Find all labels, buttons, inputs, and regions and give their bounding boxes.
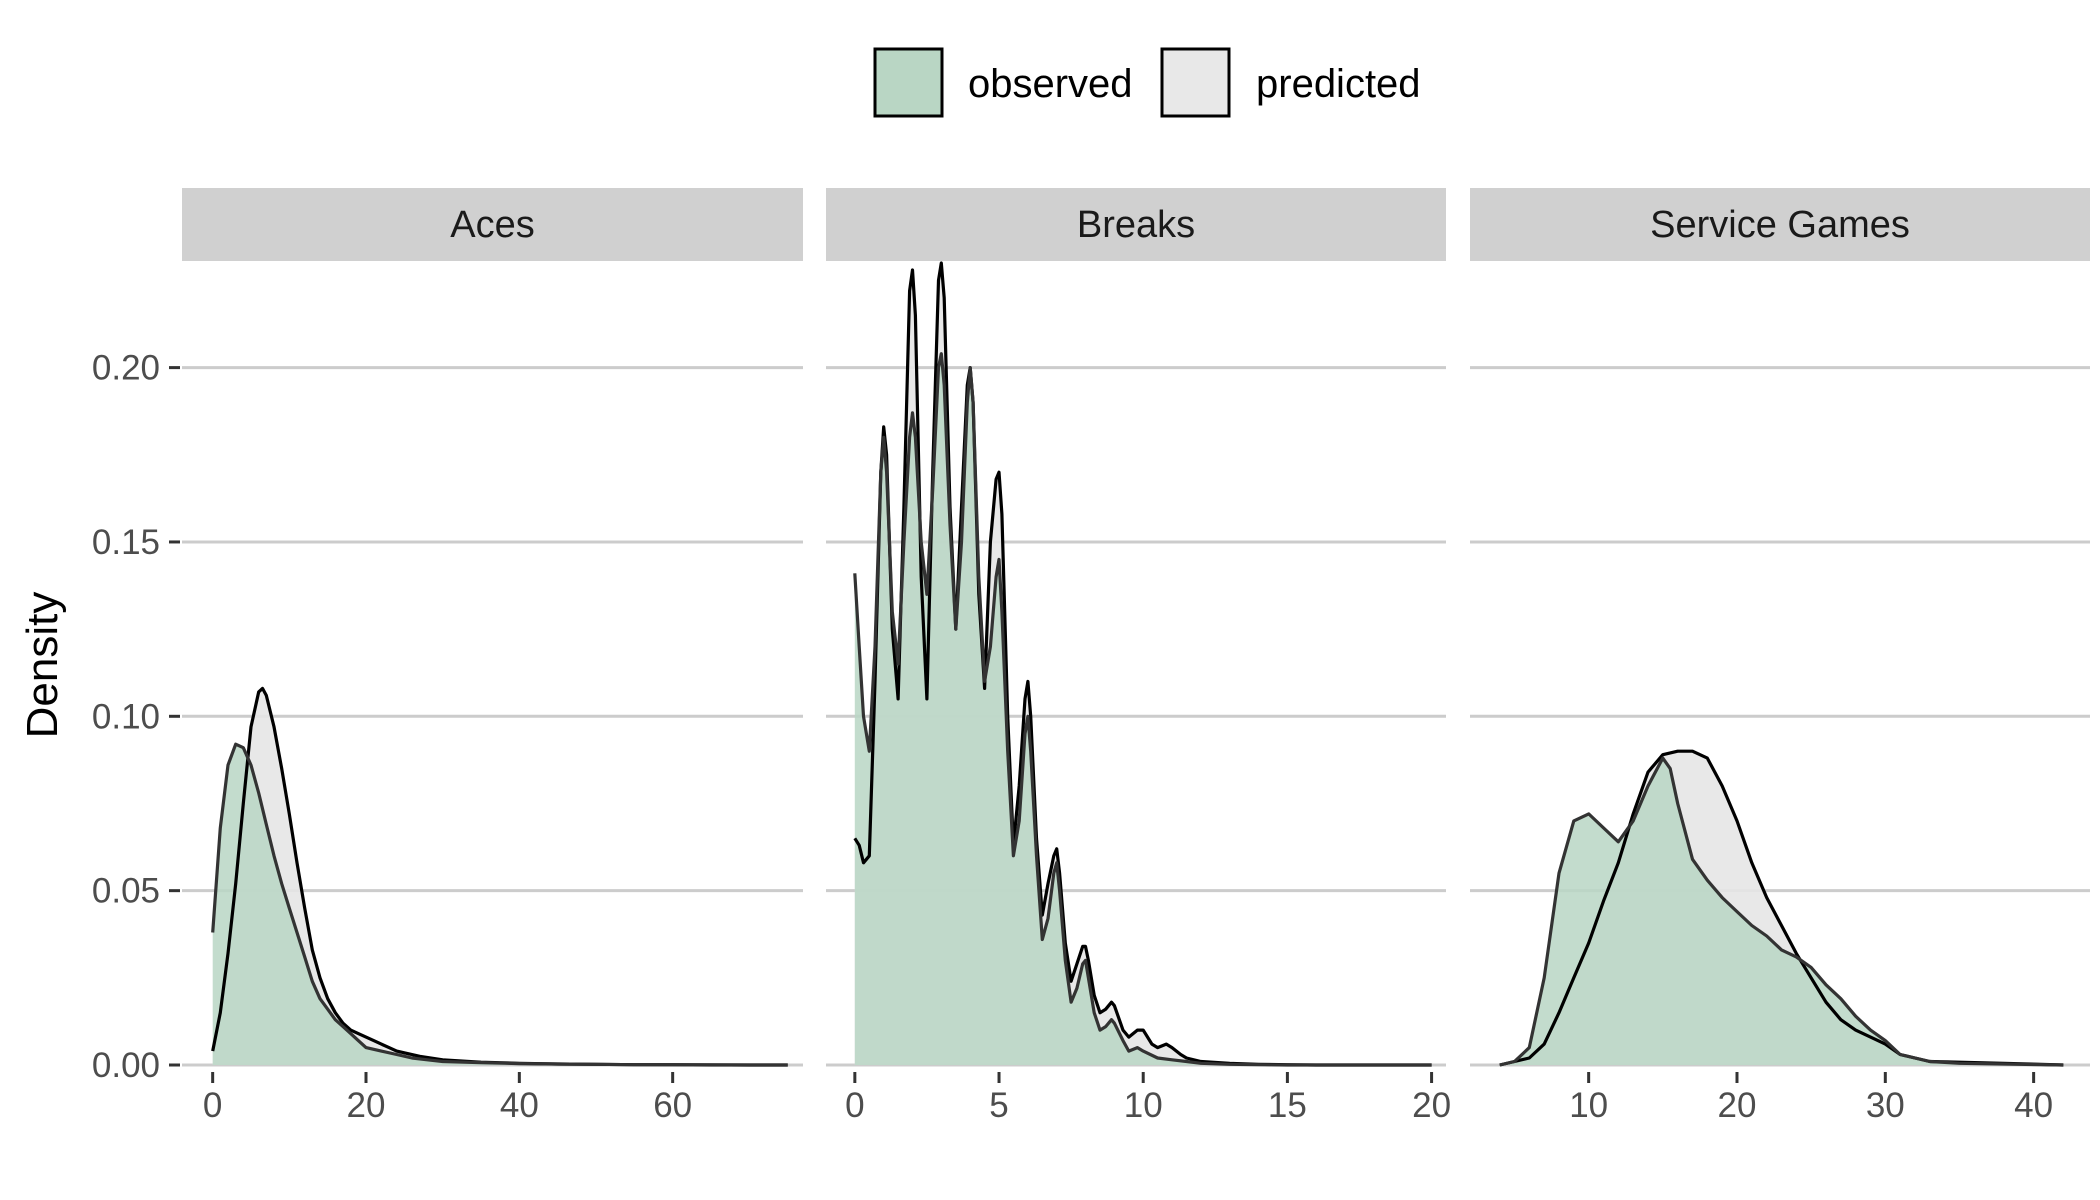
legend-key-predicted — [1160, 47, 1231, 118]
facet-strip-label: Service Games — [1650, 204, 1910, 246]
y-axis-title: Density — [18, 592, 67, 739]
density-area-observed — [212, 744, 788, 1065]
facet-strip — [182, 188, 803, 261]
x-tick-label: 60 — [653, 1086, 692, 1125]
density-area-observed — [854, 353, 1432, 1065]
facet-strip-label: Aces — [450, 204, 534, 246]
x-tick-label: 10 — [1124, 1086, 1163, 1125]
x-tick-label: 40 — [500, 1086, 539, 1125]
x-tick-label: 20 — [347, 1086, 386, 1125]
y-tick-label: 0.20 — [92, 349, 160, 388]
facet-strip — [826, 188, 1446, 261]
x-tick-label: 5 — [989, 1086, 1008, 1125]
x-tick-label: 15 — [1268, 1086, 1307, 1125]
y-tick-label: 0.10 — [92, 697, 160, 736]
legend-label-observed: observed — [968, 62, 1133, 106]
legend-label-predicted: predicted — [1256, 62, 1421, 106]
panel-aces: Aces 0 20 40 60 — [182, 188, 803, 1125]
panel-breaks: Breaks 0 5 10 15 20 — [826, 188, 1451, 1125]
density-area-observed — [1499, 758, 2064, 1065]
density-line-observed — [211, 742, 788, 1067]
density-line-observed — [853, 352, 1432, 1067]
x-tick-label: 0 — [845, 1086, 864, 1125]
y-tick-label: 0.05 — [92, 872, 160, 911]
x-tick-label: 40 — [2014, 1086, 2053, 1125]
y-tick-label: 0.15 — [92, 523, 160, 562]
x-tick-label: 30 — [1866, 1086, 1905, 1125]
y-axis: 0.00 0.05 0.10 0.15 0.20 — [92, 349, 180, 1085]
facet-strip — [1470, 188, 2090, 261]
density-line-predicted — [853, 261, 1432, 1067]
legend: observed predicted — [873, 47, 1421, 118]
x-tick-label: 20 — [1718, 1086, 1757, 1125]
x-tick-label: 0 — [203, 1086, 222, 1125]
y-tick-label: 0.00 — [92, 1046, 160, 1085]
density-line-observed — [1499, 756, 2064, 1067]
legend-key-observed — [873, 47, 944, 118]
panel-service-games: Service Games 10 20 30 40 — [1470, 188, 2090, 1125]
facet-strip-label: Breaks — [1077, 204, 1195, 246]
x-tick-label: 10 — [1569, 1086, 1608, 1125]
x-tick-label: 20 — [1412, 1086, 1451, 1125]
facet-panels: Aces 0 20 40 60 Breaks 0 5 10 15 20 Service Games 10… — [182, 188, 2090, 1125]
